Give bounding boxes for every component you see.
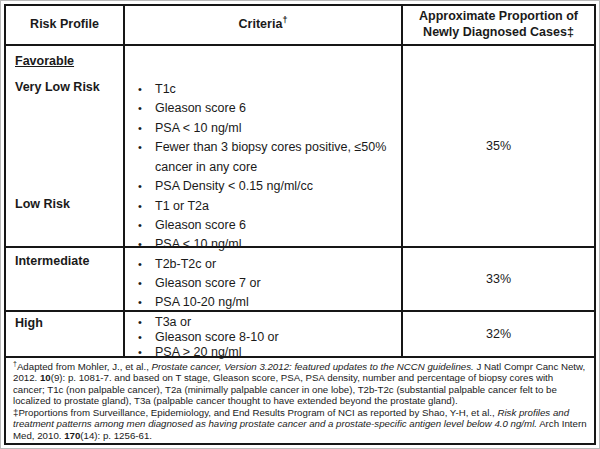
risk-profile-table: Risk Profile Criteria† Approximate Propo…: [4, 4, 596, 445]
header-proportion-label: Approximate Proportion of Newly Diagnose…: [411, 9, 586, 40]
criteria-bullet: T2b-T2c or: [155, 255, 395, 274]
criteria-bullet: Fewer than 3 biopsy cores positive, ≤50%…: [155, 138, 395, 177]
intermediate-risk-profile-cell: Intermediate: [6, 248, 125, 310]
favorable-proportion-value: 35%: [486, 139, 511, 153]
header-criteria-label: Criteria†: [239, 17, 288, 33]
high-criteria-cell: T3a orGleason score 8-10 orPSA > 20 ng/m…: [125, 312, 403, 356]
intermediate-proportion-value: 33%: [486, 272, 511, 286]
intermediate-row: Intermediate T2b-T2c orGleason score 7 o…: [6, 248, 594, 312]
criteria-bullet: PSA 10-20 ng/ml: [155, 293, 395, 312]
criteria-bullet: Gleason score 8-10 or: [155, 330, 395, 345]
low-risk-criteria-list: T1 or T2aGleason score 6PSA < 10 ng/ml: [125, 197, 401, 254]
criteria-bullet: Gleason score 6: [155, 216, 395, 235]
favorable-proportion-cell: 35%: [403, 46, 594, 246]
high-label: High: [15, 316, 43, 330]
criteria-bullet: PSA Density < 0.15 ng/ml/cc: [155, 177, 395, 197]
favorable-risk-profile-cell: Favorable Very Low Risk Low Risk: [6, 46, 125, 246]
criteria-bullet: Gleason score 6: [155, 99, 395, 119]
intermediate-proportion-cell: 33%: [403, 248, 594, 310]
high-row: High T3a orGleason score 8-10 orPSA > 20…: [6, 312, 594, 358]
header-criteria: Criteria†: [125, 6, 403, 44]
favorable-section-label: Favorable: [15, 54, 74, 68]
high-risk-profile-cell: High: [6, 312, 125, 356]
favorable-section-row: Favorable Very Low Risk Low Risk T1cGlea…: [6, 46, 594, 248]
very-low-risk-label: Very Low Risk: [15, 80, 100, 94]
footnotes-row: †Adapted from Mohler, J., et al., Prosta…: [6, 358, 594, 444]
dagger-superscript: †: [282, 15, 287, 25]
low-risk-label: Low Risk: [15, 197, 70, 211]
header-proportion: Approximate Proportion of Newly Diagnose…: [403, 6, 594, 44]
criteria-bullet: T1c: [155, 80, 395, 100]
favorable-criteria-cell: T1cGleason score 6PSA < 10 ng/mlFewer th…: [125, 46, 403, 246]
criteria-bullet: PSA < 10 ng/ml: [155, 119, 395, 139]
criteria-bullet: Gleason score 7 or: [155, 274, 395, 293]
intermediate-criteria-cell: T2b-T2c orGleason score 7 orPSA 10-20 ng…: [125, 248, 403, 310]
footnotes-cell: †Adapted from Mohler, J., et al., Prosta…: [6, 358, 594, 444]
high-criteria-list: T3a orGleason score 8-10 orPSA > 20 ng/m…: [125, 315, 401, 361]
intermediate-label: Intermediate: [15, 254, 89, 268]
table-header-row: Risk Profile Criteria† Approximate Propo…: [6, 6, 594, 46]
very-low-risk-criteria-list: T1cGleason score 6PSA < 10 ng/mlFewer th…: [125, 80, 401, 197]
criteria-bullet: T3a or: [155, 315, 395, 330]
high-proportion-value: 32%: [486, 327, 511, 341]
footnote-dagger: †Adapted from Mohler, J., et al., Prosta…: [13, 361, 587, 407]
criteria-bullet: T1 or T2a: [155, 197, 395, 216]
header-risk-profile-label: Risk Profile: [30, 17, 99, 33]
intermediate-criteria-list: T2b-T2c orGleason score 7 orPSA 10-20 ng…: [125, 255, 401, 312]
risk-profile-table-figure: Risk Profile Criteria† Approximate Propo…: [0, 0, 600, 449]
high-proportion-cell: 32%: [403, 312, 594, 356]
header-risk-profile: Risk Profile: [6, 6, 125, 44]
footnote-double-dagger: ‡Proportions from Surveillance, Epidemio…: [13, 407, 587, 442]
